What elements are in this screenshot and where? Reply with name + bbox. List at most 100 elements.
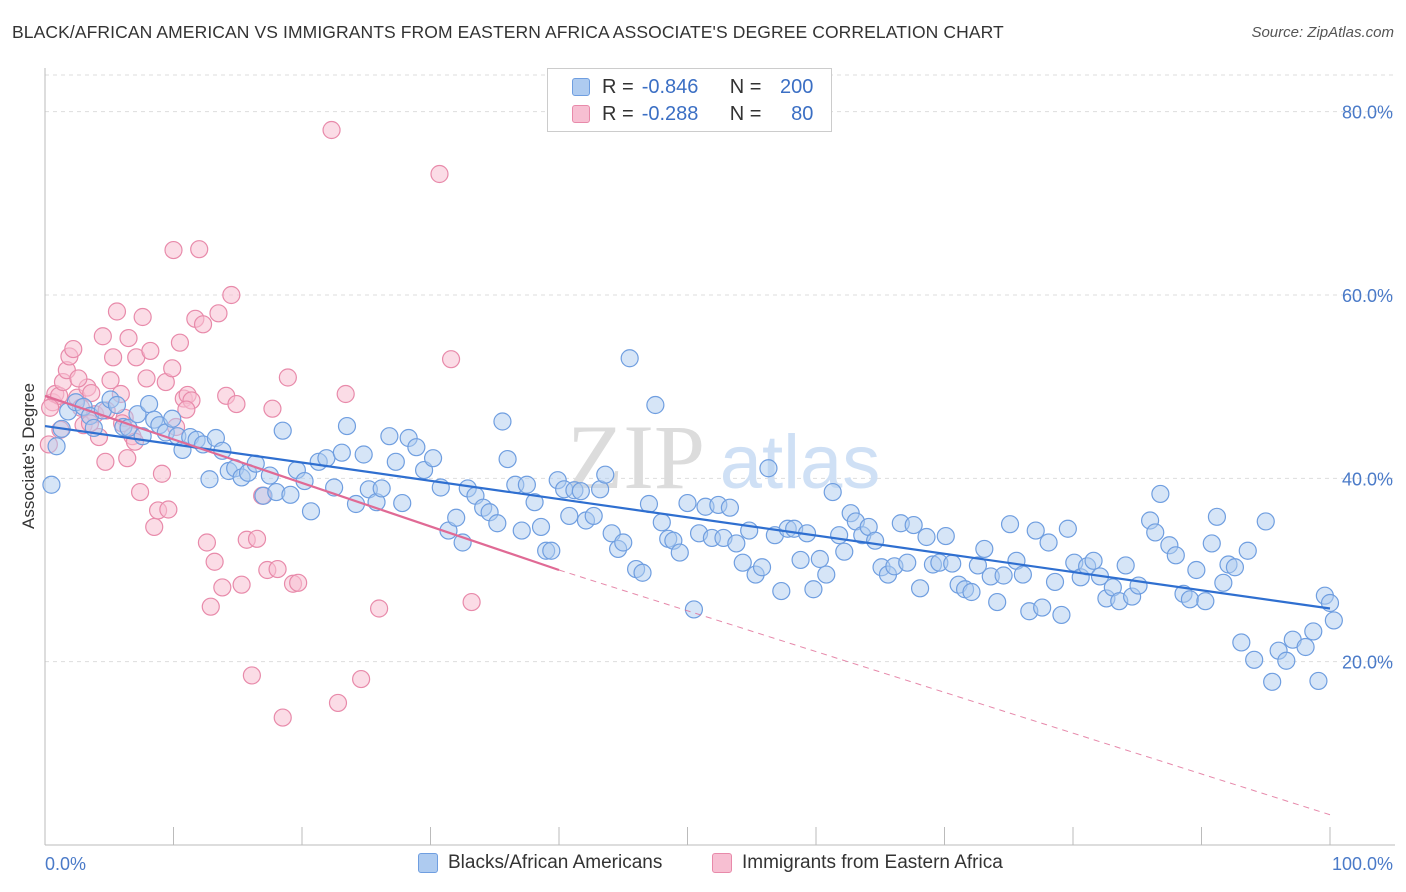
data-point-blacks bbox=[936, 526, 955, 546]
y-tick-label: 20.0% bbox=[1342, 653, 1393, 673]
data-point-immigrants bbox=[222, 285, 241, 305]
data-point-blacks bbox=[163, 409, 182, 428]
data-point-immigrants bbox=[190, 240, 209, 259]
data-point-blacks bbox=[1045, 572, 1065, 592]
data-point-blacks bbox=[968, 556, 988, 575]
data-point-immigrants bbox=[133, 307, 152, 327]
data-point-blacks bbox=[1202, 534, 1221, 553]
data-point-blacks bbox=[614, 533, 633, 552]
data-point-blacks bbox=[904, 515, 923, 535]
data-point-blacks bbox=[670, 543, 689, 562]
data-point-blacks bbox=[1245, 650, 1264, 669]
data-point-blacks bbox=[1320, 593, 1340, 613]
data-point-immigrants bbox=[130, 482, 150, 502]
data-point-blacks bbox=[1033, 598, 1052, 617]
series-legend-swatch-blue bbox=[418, 853, 438, 873]
legend-swatch-pink bbox=[572, 105, 590, 123]
legend-n-label: N = bbox=[729, 75, 762, 98]
data-point-blacks bbox=[943, 554, 962, 573]
data-point-blacks bbox=[386, 452, 405, 471]
data-point-blacks bbox=[910, 579, 930, 598]
data-point-immigrants bbox=[242, 666, 261, 685]
data-point-blacks bbox=[354, 445, 373, 464]
data-point-immigrants bbox=[104, 348, 123, 367]
legend-swatch-blue bbox=[572, 78, 590, 96]
data-point-blacks bbox=[733, 553, 752, 572]
data-point-blacks bbox=[128, 405, 147, 424]
series-legend-label: Blacks/African Americans bbox=[448, 852, 663, 873]
data-point-immigrants bbox=[213, 578, 232, 597]
data-point-immigrants bbox=[159, 500, 178, 519]
data-point-blacks bbox=[139, 394, 159, 414]
data-point-blacks bbox=[1196, 592, 1215, 611]
x-tick-label: 100.0% bbox=[1332, 854, 1393, 874]
legend-r-label: R = bbox=[602, 102, 634, 125]
data-point-immigrants bbox=[193, 315, 213, 334]
data-point-blacks bbox=[1207, 507, 1227, 526]
series-legend-swatch-pink bbox=[712, 853, 732, 873]
data-point-blacks bbox=[47, 437, 66, 456]
series-legend-label: Immigrants from Eastern Africa bbox=[742, 852, 1003, 873]
data-point-immigrants bbox=[164, 240, 183, 260]
y-tick-label: 80.0% bbox=[1342, 103, 1393, 123]
data-point-blacks bbox=[1232, 633, 1251, 652]
data-point-immigrants bbox=[170, 333, 190, 352]
data-point-blacks bbox=[720, 498, 740, 517]
data-point-blacks bbox=[810, 549, 829, 569]
watermark-zip: ZIP bbox=[567, 406, 705, 508]
data-point-blacks bbox=[560, 506, 579, 526]
data-point-immigrants bbox=[352, 669, 371, 689]
data-point-blacks bbox=[301, 502, 321, 521]
data-point-blacks bbox=[337, 416, 357, 436]
data-point-immigrants bbox=[278, 368, 297, 387]
data-point-immigrants bbox=[430, 164, 449, 184]
data-point-immigrants bbox=[273, 708, 292, 727]
data-point-immigrants bbox=[268, 559, 287, 579]
data-point-immigrants bbox=[145, 517, 164, 537]
series-legend-item-blacks: Blacks/African Americans bbox=[418, 852, 662, 874]
data-point-blacks bbox=[273, 421, 292, 440]
data-point-immigrants bbox=[336, 384, 355, 404]
data-point-blacks bbox=[372, 479, 391, 498]
legend-r-value: -0.846 bbox=[641, 75, 699, 98]
data-point-blacks bbox=[652, 513, 671, 532]
data-point-blacks bbox=[866, 531, 885, 550]
data-point-blacks bbox=[200, 470, 219, 489]
data-point-blacks bbox=[531, 517, 551, 537]
source-label: Source: ZipAtlas.com bbox=[1251, 24, 1394, 41]
data-point-immigrants bbox=[462, 592, 481, 612]
legend-r-value: -0.288 bbox=[641, 102, 699, 125]
data-point-blacks bbox=[804, 580, 823, 599]
data-point-blacks bbox=[281, 485, 300, 504]
data-point-blacks bbox=[620, 349, 639, 368]
data-point-blacks bbox=[107, 395, 127, 415]
data-point-blacks bbox=[727, 534, 746, 553]
data-point-blacks bbox=[830, 526, 849, 545]
data-point-immigrants bbox=[141, 341, 160, 361]
trend-line-immigrants-extension bbox=[558, 569, 1331, 816]
data-point-blacks bbox=[498, 449, 517, 469]
data-point-immigrants bbox=[209, 304, 228, 323]
data-point-blacks bbox=[752, 558, 772, 577]
data-point-blacks bbox=[1238, 541, 1257, 560]
data-point-blacks bbox=[407, 438, 426, 457]
data-point-blacks bbox=[817, 565, 836, 584]
series-immigrants-eastern-africa bbox=[39, 120, 481, 727]
data-point-blacks bbox=[823, 482, 842, 502]
legend-r-label: R = bbox=[602, 75, 634, 98]
data-point-immigrants bbox=[107, 302, 127, 321]
data-point-blacks bbox=[1058, 519, 1077, 538]
data-point-immigrants bbox=[263, 399, 282, 418]
data-point-immigrants bbox=[118, 449, 137, 468]
data-point-blacks bbox=[493, 412, 512, 431]
data-point-immigrants bbox=[137, 369, 156, 388]
data-point-immigrants bbox=[82, 383, 101, 403]
data-point-immigrants bbox=[101, 371, 120, 390]
axes bbox=[44, 68, 1395, 846]
trend-lines bbox=[44, 394, 1331, 816]
data-point-immigrants bbox=[227, 394, 246, 414]
data-point-blacks bbox=[1225, 558, 1245, 577]
correlation-legend: R = -0.846 N = 200 R = -0.288 N = 80 bbox=[547, 68, 832, 132]
data-point-blacks bbox=[447, 508, 466, 527]
data-point-immigrants bbox=[289, 573, 308, 592]
